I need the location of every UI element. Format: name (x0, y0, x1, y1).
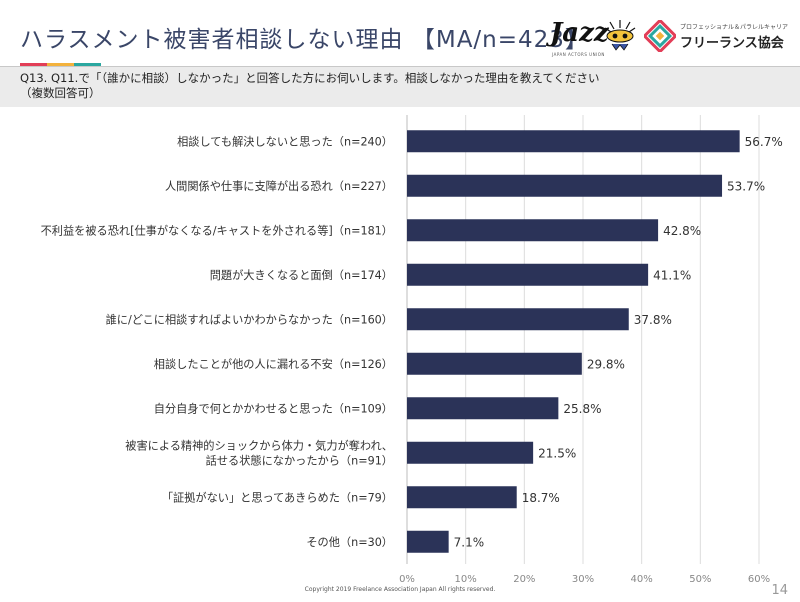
x-tick-label: 40% (631, 574, 653, 582)
bar-chart: 0% 10% 20% 30% 40% 50% 60% 56.7% 相談しても解決しないと思った（… (41, 115, 783, 582)
x-tick-label: 60% (748, 574, 770, 582)
bar (407, 486, 517, 509)
bar (407, 263, 649, 286)
data-label: 7.1% (454, 535, 485, 549)
category-label: 誰に/どこに相談すればよいかわからなかった（n=160） (106, 312, 393, 326)
header-divider (0, 66, 800, 67)
data-label: 29.8% (587, 357, 625, 371)
mask-logo-icon (604, 20, 636, 51)
bar (407, 352, 582, 375)
x-tick-label: 20% (513, 574, 535, 582)
category-label: 被害による精神的ショックから体力・気力が奪われ、話せる状態になかったから（n=9… (125, 438, 393, 467)
question-text: Q13. Q11.で「（誰かに相談）しなかった」と回答した方にお伺いします。相談… (20, 71, 600, 100)
association-name: フリーランス協会 (680, 36, 784, 51)
data-label: 37.8% (634, 313, 672, 327)
page-title: ハラスメント被害者相談しない理由 【MA/n=423】 (20, 27, 589, 53)
freelance-association-logo-icon (644, 20, 676, 52)
data-label: 53.7% (727, 179, 765, 193)
jazz-logo: Jazz (550, 18, 609, 48)
data-label: 21.5% (538, 446, 576, 460)
accent-stripe-yellow (47, 63, 74, 66)
x-tick-label: 0% (399, 574, 415, 582)
accent-stripe-red (20, 63, 47, 66)
category-label: その他（n=30） (306, 536, 393, 549)
data-label: 25.8% (563, 402, 601, 416)
category-label: 相談しても解決しないと思った（n=240） (177, 134, 393, 148)
data-label: 18.7% (522, 491, 560, 505)
data-label: 42.8% (663, 224, 701, 238)
bar (407, 219, 659, 242)
category-label: 問題が大きくなると面倒（n=174） (210, 268, 393, 282)
bar (407, 308, 629, 331)
bar (407, 441, 534, 464)
logo-area: Jazz JAPAN ACTORS UNION プロフェッショナル＆パラレルキャ… (550, 14, 790, 62)
page-number: 14 (771, 583, 788, 598)
bar (407, 397, 559, 420)
jazz-logo-subtitle: JAPAN ACTORS UNION (552, 52, 605, 57)
question-box: Q13. Q11.で「（誰かに相談）しなかった」と回答した方にお伺いします。相談… (0, 67, 800, 107)
association-tagline: プロフェッショナル＆パラレルキャリア (680, 24, 789, 31)
category-label: 相談したことが他の人に漏れる不安（n=126） (154, 357, 393, 371)
category-label: 自分自身で何とかかわせると思った（n=109） (154, 401, 393, 415)
x-tick-label: 30% (572, 574, 594, 582)
bar (407, 174, 723, 197)
bar (407, 530, 449, 553)
accent-stripe (20, 63, 102, 66)
bar (407, 130, 740, 153)
accent-stripe-teal (74, 63, 101, 66)
data-label: 41.1% (653, 268, 691, 282)
category-label: 不利益を被る恐れ[仕事がなくなる/キャストを外される等]（n=181） (41, 223, 393, 237)
x-tick-label: 50% (689, 574, 711, 582)
x-tick-label: 10% (455, 574, 477, 582)
data-label: 56.7% (745, 135, 783, 149)
copyright-footer: Copyright 2019 Freelance Association Jap… (304, 586, 496, 593)
category-label: 「証拠がない」と思ってあきらめた（n=79） (162, 490, 393, 504)
category-label: 人間関係や仕事に支障が出る恐れ（n=227） (165, 179, 393, 193)
